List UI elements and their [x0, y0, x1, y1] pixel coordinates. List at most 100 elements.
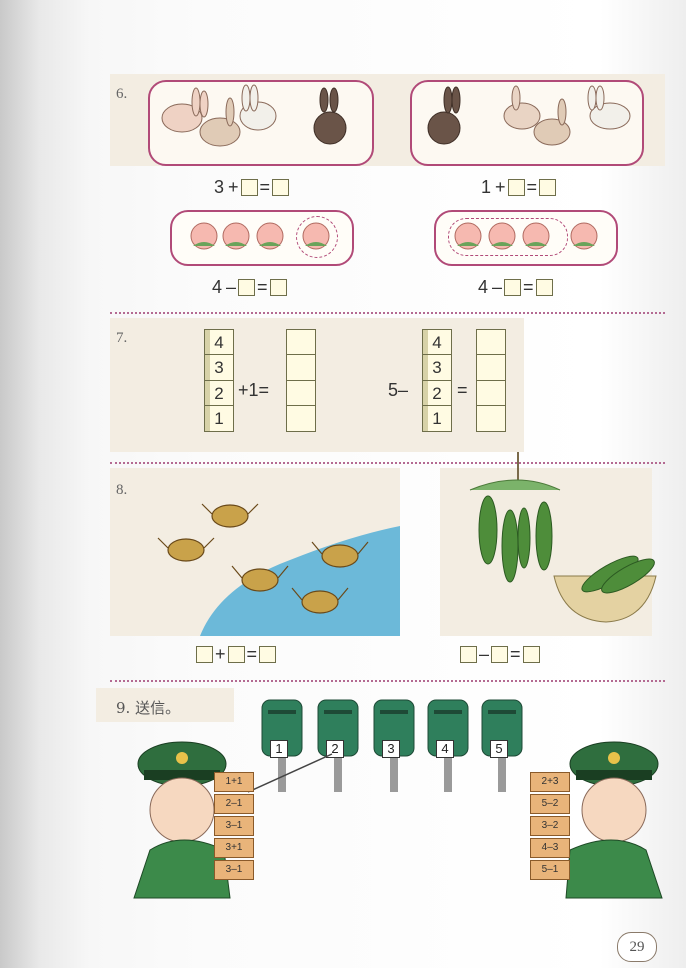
minus-sign: – — [479, 644, 490, 665]
minuend: 5 — [388, 380, 399, 400]
answer-cell[interactable] — [286, 328, 316, 356]
plus-sign: + — [238, 380, 249, 400]
mailbox[interactable]: 4 — [426, 696, 470, 792]
rabbit-frame-left — [148, 80, 374, 166]
answer-box[interactable] — [491, 645, 509, 663]
rabbit-frame-right — [410, 80, 644, 166]
answer-box[interactable] — [504, 278, 522, 296]
left-number-column: 4 3 2 1 — [204, 328, 234, 432]
letter[interactable]: 2–1 — [214, 794, 254, 814]
mailbox-number: 2 — [326, 740, 344, 758]
mailbox[interactable]: 3 — [372, 696, 416, 792]
peach-circled-mark — [296, 216, 338, 258]
equals-sign: = — [523, 277, 534, 298]
answer-box[interactable] — [535, 278, 553, 296]
answer-cell[interactable] — [286, 379, 316, 407]
answer-box[interactable] — [539, 178, 557, 196]
answer-cell[interactable] — [476, 379, 506, 407]
letter[interactable]: 5–2 — [530, 794, 570, 814]
equals-sign: = — [526, 177, 538, 198]
answer-box[interactable] — [196, 645, 213, 663]
addend: 1 — [248, 380, 259, 400]
five-minus-operator: 5– — [388, 380, 408, 400]
equation-6a: 3 + = — [212, 176, 290, 198]
number-cell: 1 — [422, 405, 452, 432]
answer-cell[interactable] — [286, 354, 316, 381]
letter[interactable]: 2+3 — [530, 772, 570, 792]
letter[interactable]: 5–1 — [530, 860, 570, 880]
exercise-9-band — [96, 688, 234, 722]
answer-box[interactable] — [460, 645, 477, 663]
exercise-7-band — [110, 318, 524, 452]
equals-sign: = — [259, 177, 271, 198]
letter[interactable]: 3–1 — [214, 860, 254, 880]
equation-6b-number: 1 — [481, 177, 492, 198]
mailbox[interactable]: 2 — [316, 696, 360, 792]
exercise-9-heading: 9. 送信。 — [116, 697, 180, 718]
equals-sign: = — [246, 644, 258, 665]
postman-right-illustration — [565, 741, 663, 899]
equals-sign: = — [457, 380, 468, 400]
minus-sign: – — [226, 277, 237, 298]
letter[interactable]: 4–3 — [530, 838, 570, 858]
exercise-9-title: 送信。 — [135, 699, 181, 717]
mailbox-number: 3 — [382, 740, 400, 758]
answer-box[interactable] — [507, 178, 525, 196]
equation-6c-number: 4 — [212, 277, 223, 298]
right-number-column: 4 3 2 1 — [422, 328, 452, 432]
equation-8b: – = — [460, 643, 540, 664]
answer-box[interactable] — [240, 178, 258, 196]
answer-box[interactable] — [227, 645, 245, 663]
letter[interactable]: 3–1 — [214, 816, 254, 836]
answer-box[interactable] — [522, 645, 540, 663]
rabbits-illustration-left — [161, 84, 347, 147]
exercise-7-number: 7. — [116, 330, 128, 346]
section-divider — [110, 462, 665, 464]
plus-sign: + — [228, 177, 239, 198]
page-number: 29 — [617, 932, 657, 962]
answer-cell[interactable] — [476, 405, 506, 432]
connector-line — [247, 753, 333, 793]
mailbox[interactable]: 5 — [480, 696, 524, 792]
answer-cell[interactable] — [476, 354, 506, 381]
equation-8a: + = — [196, 643, 277, 665]
answer-box[interactable] — [269, 278, 287, 296]
letter[interactable]: 3–2 — [530, 816, 570, 836]
equals-sign: = — [510, 644, 521, 665]
letters-stack-right: 2+3 5–2 3–2 4–3 5–1 — [530, 772, 570, 882]
number-cell: 3 — [204, 354, 234, 381]
answer-cell[interactable] — [286, 405, 316, 432]
answer-box[interactable] — [238, 278, 256, 296]
equals-sign: = — [257, 277, 268, 298]
section-divider — [110, 312, 665, 314]
peach-group-mark — [448, 218, 568, 256]
equation-6b: 1 + = — [479, 176, 557, 198]
minus-sign: – — [492, 277, 503, 298]
mailbox-number: 5 — [490, 740, 508, 758]
answer-box[interactable] — [272, 178, 290, 196]
peaches-illustration — [190, 222, 598, 250]
left-answer-column — [286, 328, 316, 432]
plus-sign: + — [215, 644, 226, 665]
cucumbers-illustration — [469, 452, 657, 623]
equals-sign: = — [258, 380, 270, 400]
mailbox-number: 1 — [270, 740, 288, 758]
postman-left-illustration — [133, 741, 231, 899]
letter[interactable]: 1+1 — [214, 772, 254, 792]
letter[interactable]: 3+1 — [214, 838, 254, 858]
equation-6d-number: 4 — [478, 277, 489, 298]
number-cell: 2 — [422, 379, 452, 407]
number-cell: 4 — [422, 328, 452, 356]
equation-6d: 4– = — [476, 276, 553, 297]
plus-one-operator: +1= — [238, 380, 269, 400]
answer-cell[interactable] — [476, 328, 506, 356]
letters-stack-left: 1+1 2–1 3–1 3+1 3–1 — [214, 772, 254, 882]
mailbox[interactable]: 1 — [260, 696, 304, 792]
exercise-6-number: 6. — [116, 86, 128, 102]
exercise-9-number: 9. — [116, 699, 131, 717]
answer-box[interactable] — [259, 645, 277, 663]
number-cell: 1 — [204, 405, 234, 432]
equation-6c: 4– = — [210, 276, 287, 297]
minus-sign: – — [398, 380, 409, 400]
number-cell: 4 — [204, 328, 234, 356]
